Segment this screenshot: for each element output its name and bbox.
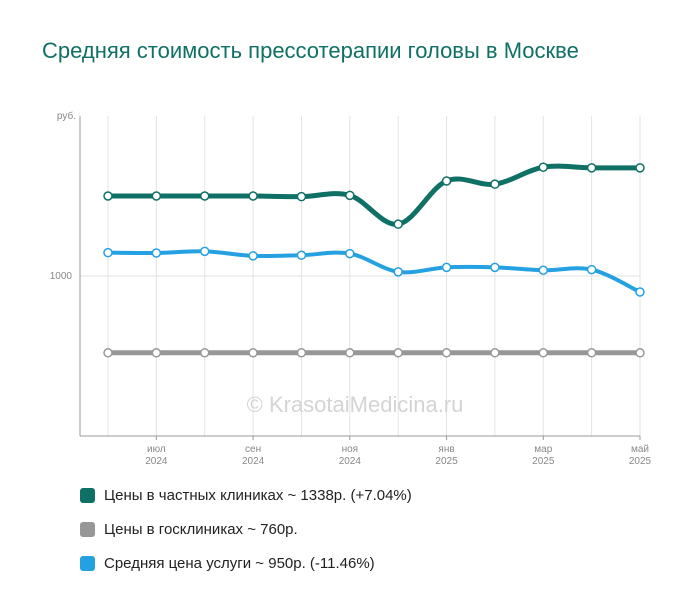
x-tick-label-year: 2024 — [242, 456, 265, 467]
data-point-private — [586, 163, 597, 173]
data-point-private — [345, 190, 355, 201]
data-point-average — [151, 248, 162, 258]
data-point-private — [441, 176, 452, 186]
data-point-public — [248, 348, 258, 358]
axes: 1000руб.июл2024сен2024ноя2024янв2025мар2… — [50, 110, 652, 467]
x-tick-label-month: мар — [534, 444, 552, 455]
data-point-average — [103, 247, 113, 258]
data-point-average — [345, 248, 355, 259]
data-point-average — [441, 262, 452, 273]
chart-title: Средняя стоимость прессотерапии головы в… — [42, 38, 579, 63]
data-point-private — [103, 191, 113, 201]
x-tick-label-year: 2025 — [435, 456, 458, 467]
legend-label-average: Средняя цена услуги ~ 950р. (-11.46%) — [104, 555, 375, 572]
data-point-private — [635, 163, 645, 173]
x-tick-label-month: май — [631, 444, 649, 455]
data-point-average — [296, 250, 307, 260]
x-tick-label-year: 2025 — [629, 456, 652, 467]
data-point-average — [393, 267, 403, 277]
x-tick-label-month: янв — [438, 444, 454, 455]
series-line-average — [106, 249, 642, 294]
data-point-private — [393, 219, 403, 229]
legend-swatch-private — [80, 488, 95, 503]
legend-label-private: Цены в частных клиниках ~ 1338р. (+7.04%… — [104, 487, 412, 504]
x-tick-label-month: сен — [245, 444, 261, 455]
data-point-average — [635, 287, 645, 297]
data-point-average — [538, 265, 549, 275]
legend-swatch-public — [80, 522, 95, 537]
data-point-private — [490, 179, 500, 189]
data-point-average — [586, 264, 597, 275]
grid-lines — [80, 116, 641, 436]
data-point-public — [635, 348, 645, 358]
data-point-public — [296, 348, 307, 358]
x-tick-label-year: 2024 — [145, 456, 168, 467]
data-point-private — [248, 191, 258, 201]
data-point-public — [103, 348, 113, 358]
data-point-private — [151, 191, 162, 201]
x-tick-label-year: 2024 — [339, 456, 362, 467]
data-point-private — [538, 162, 549, 172]
data-point-public — [151, 348, 162, 358]
data-point-private — [199, 191, 210, 201]
data-point-average — [199, 246, 210, 257]
legend-swatch-average — [80, 556, 95, 571]
series-line-private — [105, 163, 643, 227]
data-point-average — [248, 251, 258, 261]
legend-label-public: Цены в госклиниках ~ 760р. — [104, 521, 298, 538]
data-point-public — [441, 348, 452, 358]
data-point-private — [296, 191, 307, 202]
data-point-public — [345, 348, 355, 358]
data-points — [103, 162, 645, 358]
y-tick-label: 1000 — [50, 271, 73, 282]
data-point-public — [393, 348, 403, 358]
watermark: © KrasotaiMedicina.ru — [247, 392, 464, 417]
data-point-public — [490, 348, 500, 358]
data-point-public — [586, 348, 597, 358]
data-point-average — [490, 262, 500, 273]
data-point-public — [199, 348, 210, 358]
series-lines — [105, 163, 643, 356]
x-tick-label-month: июл — [147, 444, 166, 455]
x-tick-label-year: 2025 — [532, 456, 555, 467]
y-axis-unit-label: руб. — [57, 110, 76, 122]
x-tick-label-month: ноя — [342, 444, 359, 455]
data-point-public — [538, 348, 549, 358]
